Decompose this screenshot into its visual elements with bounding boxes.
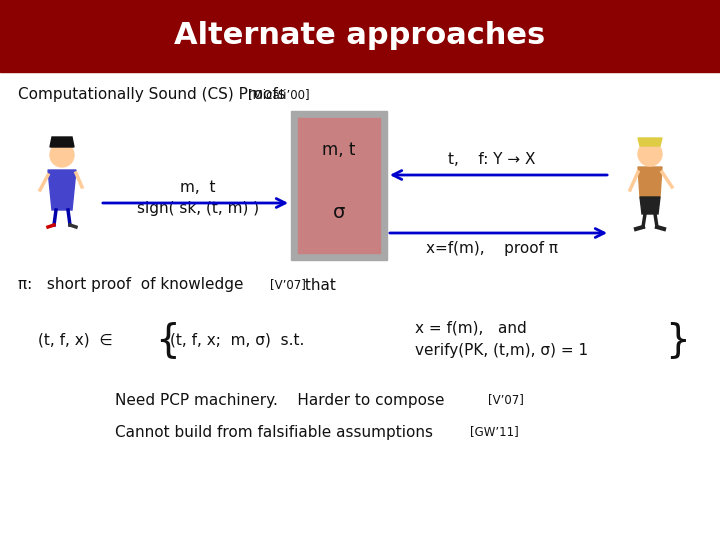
Text: sign( sk, (t, m) ): sign( sk, (t, m) )	[137, 200, 259, 215]
Text: m, t: m, t	[323, 141, 356, 159]
Bar	[0, 0, 720, 72]
Text: verify(PK, (t,m), σ) = 1: verify(PK, (t,m), σ) = 1	[415, 342, 588, 357]
Polygon shape	[638, 167, 662, 197]
Text: x=f(m),    proof π: x=f(m), proof π	[426, 240, 558, 255]
Text: t,    f: Y → X: t, f: Y → X	[449, 152, 536, 167]
Text: Alternate approaches: Alternate approaches	[174, 22, 546, 51]
Polygon shape	[640, 197, 660, 214]
Text: x = f(m),   and: x = f(m), and	[415, 321, 527, 335]
Circle shape	[638, 142, 662, 166]
Text: π:   short proof  of knowledge: π: short proof of knowledge	[18, 278, 243, 293]
Text: [Micali’00]: [Micali’00]	[248, 89, 310, 102]
Circle shape	[50, 143, 74, 167]
Polygon shape	[48, 170, 76, 210]
Text: (t, f, x)  ∈: (t, f, x) ∈	[38, 333, 112, 348]
Text: }: }	[665, 321, 690, 359]
Text: {: {	[155, 321, 180, 359]
Text: [GW’11]: [GW’11]	[470, 426, 518, 438]
Bar	[291, 111, 387, 260]
Text: σ: σ	[333, 204, 345, 222]
Text: Computationally Sound (CS) Proofs: Computationally Sound (CS) Proofs	[18, 87, 286, 103]
Text: m,  t: m, t	[180, 180, 216, 195]
Polygon shape	[50, 137, 74, 147]
Bar	[298, 118, 380, 253]
Text: [V’07]: [V’07]	[488, 394, 524, 407]
Text: that: that	[300, 278, 336, 293]
Text: Cannot build from falsifiable assumptions: Cannot build from falsifiable assumption…	[115, 424, 433, 440]
Text: Need PCP machinery.    Harder to compose: Need PCP machinery. Harder to compose	[115, 393, 444, 408]
Text: [V’07]: [V’07]	[270, 279, 306, 292]
Text: (t, f, x;  m, σ)  s.t.: (t, f, x; m, σ) s.t.	[170, 333, 305, 348]
Polygon shape	[638, 138, 662, 146]
